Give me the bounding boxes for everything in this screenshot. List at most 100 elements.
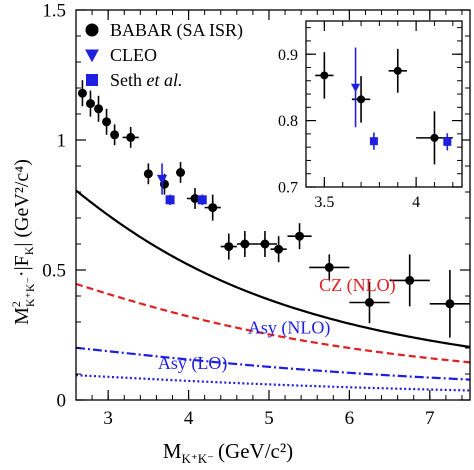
marker — [357, 95, 366, 104]
data-point-seth-et-al--0 — [369, 132, 378, 150]
svg-text:MK⁺K⁻(GeV/c²): MK⁺K⁻ (GeV/c²) — [163, 439, 293, 466]
x-axis-label-main: M — [163, 439, 182, 463]
marker — [190, 194, 200, 203]
plot-frame — [75, 9, 471, 401]
marker — [324, 262, 334, 272]
marker — [430, 133, 439, 142]
marker — [445, 299, 455, 309]
series-seth-et-al- — [165, 194, 207, 205]
data-point-babar-sa-isr--17 — [349, 281, 390, 324]
marker — [156, 174, 168, 185]
legend-entry-2: Seth et al. — [86, 70, 183, 90]
y-axis-label-tail: | (GeV²/c⁴) — [11, 159, 33, 247]
x-axis-label-unit: (GeV/c²) — [218, 439, 293, 463]
y-tick-label: 0 — [57, 391, 67, 412]
legend-entry-1: CLEO — [85, 45, 157, 65]
marker — [224, 242, 234, 252]
y-axis-label-sup: 2 — [9, 301, 23, 307]
data-point-babar-sa-isr--2 — [388, 48, 407, 93]
y-axis-label-sub: K⁺K⁻ — [23, 277, 37, 307]
data-point-babar-sa-isr--1 — [85, 90, 95, 117]
legend-label-main: Seth — [110, 70, 147, 90]
marker — [393, 66, 402, 75]
marker — [320, 71, 329, 80]
legend-label: Seth et al. — [110, 70, 183, 90]
series-cleo — [156, 163, 168, 195]
svg-text:M2K⁺K⁻·|FK| (GeV²/c⁴): M2K⁺K⁻·|FK| (GeV²/c⁴) — [9, 159, 37, 325]
data-point-babar-sa-isr--8 — [176, 162, 186, 183]
marker — [77, 88, 87, 98]
marker — [350, 83, 361, 93]
legend-marker — [86, 74, 98, 86]
marker — [443, 137, 452, 146]
series-seth-et-al- — [369, 132, 452, 151]
marker — [197, 195, 207, 205]
y-axis-label-m: M — [11, 307, 33, 325]
x-tick-label: 3.5 — [314, 194, 334, 211]
curve-fit — [76, 189, 470, 349]
data-point-babar-sa-isr--18 — [389, 254, 430, 307]
data-point-babar-sa-isr--1 — [351, 76, 371, 123]
series-babar-sa-isr- — [77, 80, 470, 338]
x-tick-label: 3 — [103, 408, 113, 429]
y-tick-label: 0.9 — [278, 47, 298, 64]
data-point-cleo-0 — [350, 47, 361, 128]
data-point-babar-sa-isr--0 — [315, 52, 334, 99]
plot-frame — [305, 20, 463, 188]
data-point-babar-sa-isr--16 — [309, 254, 350, 281]
data-point-babar-sa-isr--5 — [122, 127, 139, 148]
curve-cz-nlo- — [76, 282, 470, 364]
curves — [76, 189, 470, 392]
data-point-babar-sa-isr--15 — [287, 223, 312, 250]
curve-label-asy-nlo-: Asy (NLO) — [248, 318, 331, 339]
y-tick-label: 0.5 — [42, 261, 66, 282]
curve-label-asy-lo-: Asy (LO) — [158, 353, 228, 374]
marker — [165, 195, 175, 205]
y-tick-label: 1 — [57, 131, 67, 152]
inset-plot: 3.5 4 0.7 0.8 0.9 — [278, 20, 463, 211]
y-tick-label: 1.5 — [42, 1, 66, 22]
data-point-babar-sa-isr--14 — [270, 236, 287, 263]
data-point-babar-sa-isr--12 — [236, 231, 253, 257]
legend-label: CLEO — [110, 45, 157, 65]
data-point-babar-sa-isr--13 — [252, 231, 278, 257]
data-point-babar-sa-isr--2 — [94, 95, 104, 122]
marker — [208, 203, 218, 213]
marker — [240, 239, 250, 249]
data-point-babar-sa-isr--0 — [77, 80, 87, 107]
marker — [176, 168, 186, 177]
marker — [364, 298, 374, 307]
x-tick-label: 5 — [264, 408, 274, 429]
data-points — [315, 47, 453, 165]
legend-entry-0: BABAR (SA ISR) — [85, 20, 243, 41]
data-point-seth-et-al--0 — [165, 194, 175, 205]
curve-label-cz-nlo-: CZ (NLO) — [319, 275, 395, 296]
marker — [274, 244, 284, 254]
curve-asy-lo- — [76, 374, 470, 392]
marker — [85, 99, 95, 109]
inset-background — [306, 21, 462, 187]
data-point-seth-et-al--1 — [443, 133, 452, 151]
ticks — [75, 9, 470, 401]
x-axis-label: MK⁺K⁻ (GeV/c²) — [163, 439, 293, 466]
data-point-babar-sa-isr--6 — [143, 163, 153, 185]
marker — [260, 239, 270, 249]
x-tick-label: 7 — [425, 408, 435, 429]
data-points — [77, 80, 470, 338]
x-tick-label: 4 — [184, 408, 194, 429]
legend-marker — [85, 49, 99, 63]
marker — [126, 132, 136, 142]
data-point-babar-sa-isr--19 — [429, 270, 470, 338]
y-axis-label: M2K⁺K⁻·|FK| (GeV²/c⁴) — [9, 159, 37, 325]
data-point-babar-sa-isr--3 — [102, 108, 112, 135]
legend-marker — [85, 23, 99, 37]
x-axis-label-sub: K⁺K⁻ — [182, 451, 215, 466]
legend-label-italic: et al. — [147, 70, 183, 90]
data-point-babar-sa-isr--11 — [220, 233, 237, 260]
y-tick-label: 0.8 — [278, 113, 298, 130]
data-point-babar-sa-isr--10 — [204, 194, 221, 221]
x-tick-label: 6 — [345, 408, 355, 429]
y-axis-label-mid: ·|F — [11, 255, 33, 277]
main-plot: 3 4 5 6 7 0 0.5 1 1.5 CZ (NLO) Asy (NLO) Asy (LO) — [42, 1, 471, 429]
